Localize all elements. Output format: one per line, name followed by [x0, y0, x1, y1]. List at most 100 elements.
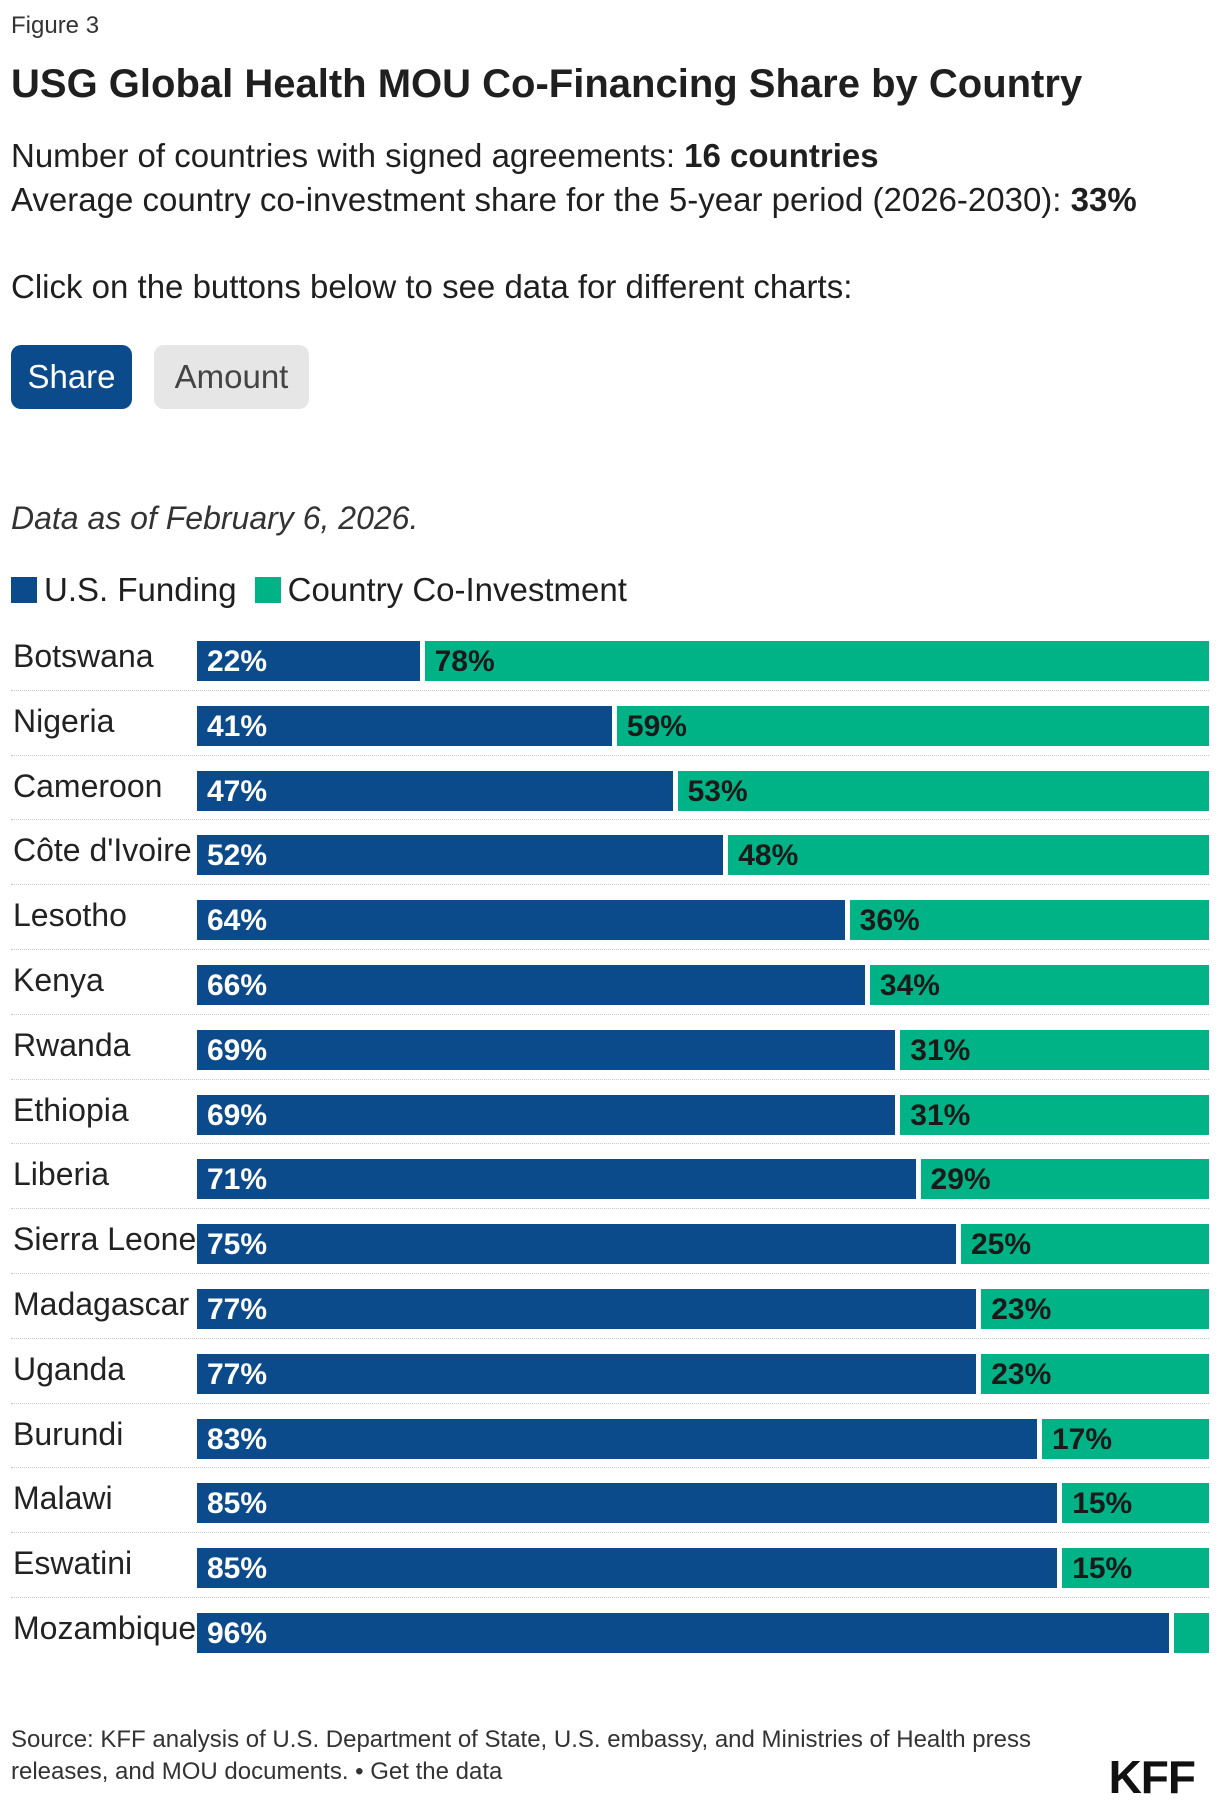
data-label-us-funding: 85% — [207, 1552, 268, 1586]
category-label: Sierra Leone — [13, 1221, 197, 1258]
date-note: Data as of February 6, 2026. — [11, 500, 419, 536]
category-label: Uganda — [13, 1350, 126, 1387]
data-label-co-investment: 23% — [991, 1357, 1052, 1391]
bar-us-funding: 75% — [197, 1224, 956, 1265]
data-label-co-investment: 31% — [910, 1098, 971, 1132]
category-label: Ethiopia — [13, 1091, 129, 1128]
legend-swatch-co-investment — [254, 577, 281, 603]
data-label-co-investment: 25% — [971, 1228, 1032, 1262]
category-label: Lesotho — [13, 897, 127, 934]
bar-row: Lesotho 64% 36% — [11, 885, 1209, 950]
bar-us-funding: 69% — [197, 1029, 896, 1070]
data-label-co-investment: 29% — [930, 1163, 991, 1197]
category-label: Botswana — [13, 638, 154, 674]
data-label-us-funding: 77% — [207, 1357, 268, 1391]
category-label: Madagascar — [13, 1285, 190, 1322]
bar-row: Eswatini 85% 15% — [11, 1533, 1209, 1598]
legend-label-co-investment: Country Co-Investment — [287, 571, 627, 608]
bar-us-funding: 47% — [197, 770, 673, 811]
data-label-us-funding: 69% — [207, 1098, 268, 1132]
category-label: Cameroon — [13, 767, 163, 804]
legend: U.S. Funding Country Co-Investment — [11, 571, 645, 609]
bar-co-investment: 48% — [728, 835, 1209, 876]
category-label: Liberia — [13, 1156, 110, 1193]
data-label-co-investment: 53% — [687, 774, 748, 808]
summary-countries: Number of countries with signed agreemen… — [11, 137, 879, 175]
bar-co-investment: 53% — [677, 770, 1209, 811]
kff-logo: KFF — [1108, 1751, 1196, 1803]
bar-us-funding: 96% — [197, 1612, 1169, 1653]
get-data-link[interactable]: Get the data — [370, 1758, 503, 1785]
bar-co-investment: 29% — [920, 1159, 1209, 1200]
bar-row: Rwanda 69% 31% — [11, 1015, 1209, 1080]
summary-countries-value: 16 countries — [684, 137, 879, 174]
data-label-co-investment: 59% — [626, 709, 687, 743]
data-label-co-investment: 17% — [1051, 1422, 1112, 1456]
bar-row: Liberia 71% 29% — [11, 1144, 1209, 1210]
bar-co-investment: 25% — [961, 1224, 1209, 1265]
bar-co-investment — [1173, 1612, 1209, 1653]
instructions: Click on the buttons below to see data f… — [11, 268, 853, 305]
bar-co-investment: 23% — [981, 1353, 1209, 1394]
bar-row: Botswana 22% 78% — [11, 626, 1209, 691]
bar-co-investment: 78% — [424, 641, 1209, 681]
summary-average: Average country co-investment share for … — [11, 181, 1137, 219]
data-label-us-funding: 75% — [207, 1228, 268, 1262]
stacked-bar-chart: Botswana 22% 78% Nigeria 41% 59% Cameroon 47% 53… — [11, 626, 1209, 1663]
data-label-co-investment: 31% — [910, 1033, 971, 1067]
bar-co-investment: 15% — [1062, 1548, 1209, 1589]
data-label-us-funding: 52% — [207, 839, 268, 873]
bar-co-investment: 17% — [1041, 1418, 1209, 1459]
bar-us-funding: 83% — [197, 1418, 1037, 1459]
legend-item-co-investment: Country Co-Investment — [254, 571, 627, 609]
bar-us-funding: 77% — [197, 1288, 977, 1329]
bar-row: Burundi 83% 17% — [11, 1404, 1209, 1469]
bar-us-funding: 41% — [197, 705, 612, 746]
bar-us-funding: 71% — [197, 1159, 916, 1200]
bar-co-investment: 31% — [900, 1029, 1209, 1070]
data-label-us-funding: 83% — [207, 1422, 268, 1456]
data-label-us-funding: 41% — [207, 709, 268, 743]
bar-us-funding: 66% — [197, 964, 865, 1005]
bar-row: Cameroon 47% 53% — [11, 756, 1209, 821]
bar-us-funding: 64% — [197, 900, 845, 941]
data-label-us-funding: 22% — [207, 645, 268, 678]
summary-average-value: 33% — [1070, 181, 1137, 218]
data-label-us-funding: 85% — [207, 1487, 268, 1521]
bar-co-investment: 59% — [616, 705, 1209, 746]
bar-row: Uganda 77% 23% — [11, 1339, 1209, 1404]
category-label: Kenya — [13, 961, 104, 998]
summary-countries-label: Number of countries with signed agreemen… — [11, 137, 685, 174]
data-label-co-investment: 23% — [991, 1292, 1052, 1326]
bar-us-funding: 69% — [197, 1094, 896, 1135]
bar-co-investment: 15% — [1062, 1483, 1209, 1524]
data-label-co-investment: 36% — [859, 904, 920, 938]
bar-row: Mozambique 96% — [11, 1598, 1209, 1663]
data-label-co-investment: 48% — [738, 839, 799, 873]
bar-row: Madagascar 77% 23% — [11, 1274, 1209, 1339]
category-label: Malawi — [13, 1480, 113, 1517]
data-label-us-funding: 71% — [207, 1163, 268, 1197]
data-label-us-funding: 69% — [207, 1033, 268, 1067]
legend-swatch-us-funding — [11, 577, 37, 603]
data-label-us-funding: 96% — [207, 1616, 268, 1650]
category-label: Mozambique — [13, 1609, 197, 1646]
bar-us-funding: 52% — [197, 835, 724, 876]
bar-row: Sierra Leone 75% 25% — [11, 1209, 1209, 1274]
bar-us-funding: 22% — [197, 641, 420, 681]
data-label-co-investment: 15% — [1072, 1552, 1133, 1586]
amount-button[interactable]: Amount — [154, 345, 309, 409]
share-button[interactable]: Share — [11, 345, 132, 409]
category-label: Eswatini — [13, 1545, 133, 1582]
data-label-co-investment: 78% — [434, 645, 495, 678]
bar-row: Ethiopia 69% 31% — [11, 1080, 1209, 1145]
legend-item-us-funding: U.S. Funding — [11, 571, 237, 609]
data-label-us-funding: 47% — [207, 774, 268, 808]
bar-us-funding: 77% — [197, 1353, 977, 1394]
bar-row: Kenya 66% 34% — [11, 950, 1209, 1015]
data-label-co-investment: 15% — [1072, 1487, 1133, 1521]
bar-row: Nigeria 41% 59% — [11, 691, 1209, 756]
figure-label: Figure 3 — [11, 12, 100, 39]
bar-co-investment: 36% — [849, 900, 1209, 941]
data-label-us-funding: 66% — [207, 968, 268, 1002]
